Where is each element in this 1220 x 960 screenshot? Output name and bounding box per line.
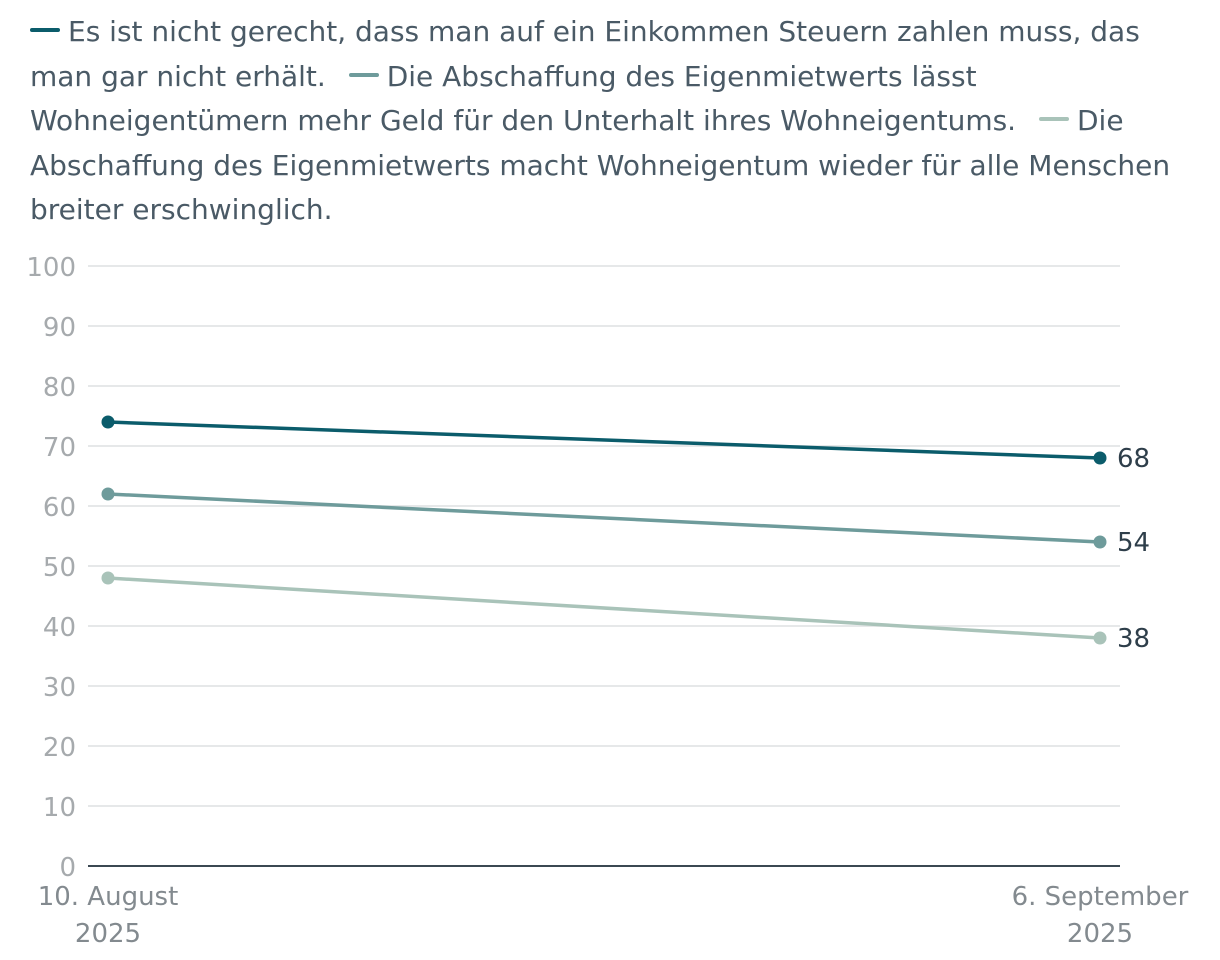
- y-tick-label: 10: [43, 793, 76, 823]
- legend-label: Die Abschaffung des Eigenmietwerts macht…: [30, 104, 1171, 226]
- legend: Es ist nicht gerecht, dass man auf ein E…: [30, 10, 1180, 233]
- data-label: 68: [1117, 444, 1150, 474]
- y-tick-label: 30: [43, 673, 76, 703]
- y-tick-label: 0: [59, 853, 76, 883]
- data-label: 38: [1117, 624, 1150, 654]
- data-point: [1093, 535, 1107, 549]
- end-labels: 68 54 38: [1117, 444, 1150, 654]
- legend-item: Die Abschaffung des Eigenmietwerts lässt…: [30, 60, 1016, 138]
- y-tick-label: 50: [43, 553, 76, 583]
- y-axis-ticks: 0 10 20 30 40 50 60 70 80 90 100: [26, 253, 76, 883]
- y-tick-label: 70: [43, 433, 76, 463]
- x-tick-label: 10. August 2025: [38, 882, 179, 949]
- gridlines: [88, 265, 1120, 807]
- series-line: [107, 492, 1101, 544]
- legend-swatch-icon: [30, 28, 60, 32]
- y-tick-label: 80: [43, 373, 76, 403]
- data-label: 54: [1117, 528, 1150, 558]
- series-line: [107, 576, 1101, 640]
- legend-item: Die Abschaffung des Eigenmietwerts macht…: [30, 104, 1170, 226]
- x-axis-ticks: 10. August 2025 6. September 2025: [38, 882, 1189, 949]
- data-point: [101, 487, 115, 501]
- y-tick-label: 20: [43, 733, 76, 763]
- series-lines: [101, 415, 1107, 645]
- y-tick-label: 100: [26, 253, 76, 283]
- legend-label: Es ist nicht gerecht, dass man auf ein E…: [30, 15, 1140, 93]
- y-tick-label: 60: [43, 493, 76, 523]
- series-line: [107, 420, 1101, 460]
- legend-label: Die Abschaffung des Eigenmietwerts lässt…: [30, 59, 1017, 138]
- x-tick-label: 6. September 2025: [1012, 882, 1189, 949]
- data-point: [101, 571, 115, 585]
- y-tick-label: 40: [43, 613, 76, 643]
- y-tick-label: 90: [43, 313, 76, 343]
- data-point: [101, 415, 115, 429]
- data-point: [1093, 631, 1107, 645]
- legend-swatch-icon: [348, 72, 379, 77]
- legend-swatch-icon: [1039, 117, 1069, 121]
- legend-item: Es ist nicht gerecht, dass man auf ein E…: [30, 15, 1140, 93]
- data-point: [1093, 451, 1107, 465]
